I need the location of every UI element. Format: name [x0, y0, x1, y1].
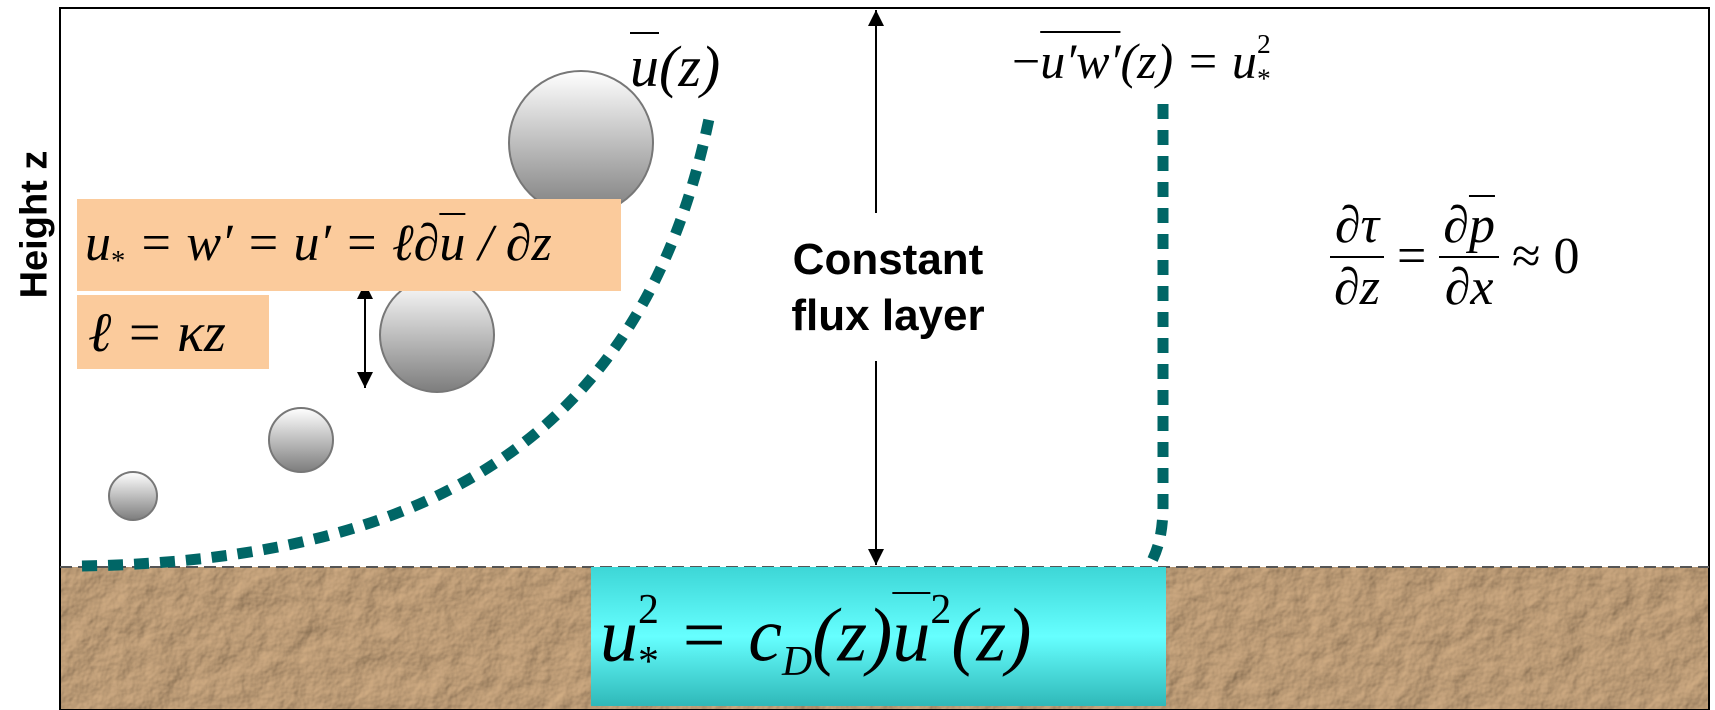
layer-label: Constant flux layer — [738, 232, 1038, 344]
layer-label-line: Constant — [738, 232, 1038, 288]
eq-part: ∂z — [1330, 258, 1384, 314]
eq-part: ≈ 0 — [1512, 228, 1580, 285]
eddy — [380, 278, 494, 392]
eq-part: = w′ = u′ = ℓ∂ — [125, 215, 439, 272]
eq-part: ∂τ — [1330, 200, 1384, 258]
eq-part: D — [782, 639, 812, 685]
eq-part: * — [111, 246, 125, 277]
layer-label-line: flux layer — [738, 288, 1038, 344]
axis-label: Height z — [14, 150, 57, 300]
eq-part: = — [1397, 228, 1426, 285]
eq-part: ∂x — [1439, 258, 1499, 314]
drag-eq: u*2 = cD(z)u2(z) — [600, 590, 1031, 684]
eq-part: u — [85, 215, 111, 272]
eq-part: (z) — [659, 34, 720, 99]
mean-wind-eq: u(z) — [630, 38, 720, 96]
eq-part: p — [1469, 197, 1495, 254]
eq-part: u — [630, 34, 659, 99]
flux-eq: −u′w′(z) = u*2 — [1012, 30, 1271, 92]
eq-part: (z) — [812, 594, 892, 678]
eq-part: 2 — [930, 587, 951, 633]
eq-part: * — [638, 639, 659, 685]
eddy — [269, 408, 333, 472]
eddy — [109, 472, 157, 520]
eq-part: 2 — [1257, 28, 1271, 59]
eq-part: / ∂z — [465, 215, 551, 272]
eq-part: 2 — [638, 587, 659, 633]
eq-part: u′w′ — [1040, 33, 1120, 89]
eq-part: u — [439, 215, 465, 272]
eq-part: * — [1257, 62, 1271, 93]
mixing-length-eq: ℓ = κz — [88, 305, 226, 361]
eq-part: (z) — [951, 594, 1031, 678]
eq-part: − — [1012, 33, 1040, 89]
flux-profile — [1149, 104, 1163, 567]
eq-part: = c — [659, 594, 782, 678]
eq-part: u — [892, 594, 930, 678]
eq-part: ∂ — [1443, 197, 1469, 254]
eq-part: (z) = u — [1120, 33, 1257, 89]
mixing-eq: u* = w′ = u′ = ℓ∂u / ∂z — [85, 218, 552, 277]
pressure-eq: ∂τ∂z = ∂p∂x ≈ 0 — [1330, 200, 1580, 314]
eq-part: u — [600, 594, 638, 678]
diagram: Height z Constant flux layer u(z) −u′w′(… — [0, 0, 1715, 710]
